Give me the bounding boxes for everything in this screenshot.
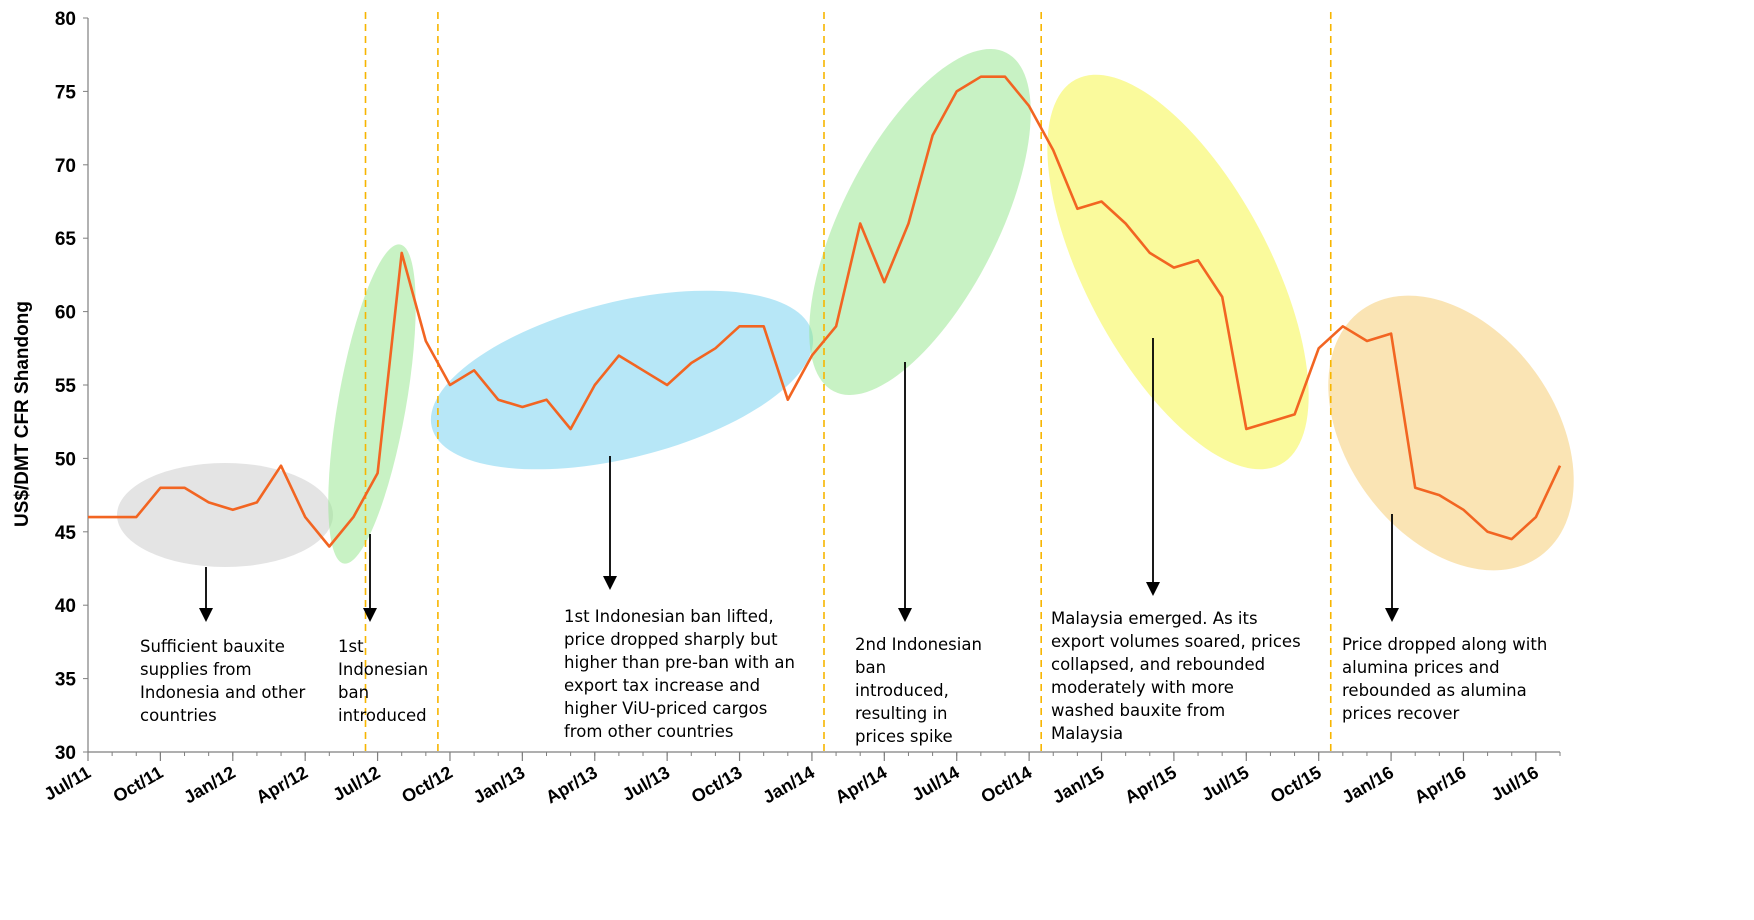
y-tick-label: 50 [55, 449, 76, 470]
annotations: Sufficient bauxite supplies from Indonesia… [140, 607, 1547, 746]
annotation-arrow-4 [898, 362, 912, 622]
x-tick-label: Jul/16 [1488, 762, 1542, 805]
period-dividers [364, 12, 1332, 752]
price-series-line [88, 75, 1562, 548]
x-tick-label: Jan/16 [1339, 762, 1398, 807]
y-tick-label: 65 [55, 229, 77, 250]
y-axis-label: US$/DMT CFR Shandong [12, 301, 33, 527]
y-axis-ticks: 30 35 40 45 50 55 60 65 70 75 80 [55, 9, 88, 764]
annotation-2: 1st Indonesian ban introduced [338, 637, 428, 725]
highlight-ellipses [117, 49, 1574, 571]
highlight-ellipse-5 [1047, 74, 1309, 470]
x-axis-ticks: Jul/11 Oct/11 Jan/12 Apr/12 Jul/12 Oct/12 Jan/… [41, 752, 1561, 807]
x-tick-label: Jan/15 [1049, 762, 1108, 807]
y-tick-label: 30 [55, 743, 76, 764]
annotation-arrow-3 [603, 456, 617, 590]
y-tick-label: 40 [55, 596, 76, 617]
x-tick-label: Oct/12 [398, 762, 456, 807]
annotation-3: 1st Indonesian ban lifted, price dropped … [564, 607, 795, 741]
x-tick-label: Jan/13 [470, 762, 529, 807]
y-tick-label: 35 [55, 670, 77, 691]
highlight-ellipse-2 [328, 244, 416, 564]
x-tick-label: Jan/14 [759, 762, 818, 807]
x-tick-label: Oct/14 [977, 762, 1035, 807]
annotation-arrow-2 [363, 534, 377, 622]
y-tick-label: 60 [55, 303, 76, 324]
x-tick-label: Jan/12 [180, 762, 239, 807]
annotation-arrow-6 [1385, 514, 1399, 622]
x-tick-label: Jul/13 [619, 762, 673, 805]
highlight-ellipse-4 [809, 49, 1031, 395]
annotation-5: Malaysia emerged. As its export volumes s… [1051, 609, 1301, 743]
x-tick-label: Apr/15 [1121, 762, 1180, 807]
x-tick-label: Oct/15 [1267, 762, 1325, 807]
x-tick-label: Jul/15 [1198, 762, 1252, 805]
x-tick-label: Oct/11 [110, 762, 167, 806]
x-tick-label: Jul/12 [329, 762, 383, 805]
annotation-arrow-5 [1146, 338, 1160, 596]
highlight-ellipse-3 [430, 290, 814, 470]
annotation-1: Sufficient bauxite supplies from Indonesia… [140, 637, 305, 725]
x-tick-label: Apr/13 [542, 762, 601, 807]
y-tick-label: 45 [55, 523, 77, 544]
annotation-4: 2nd Indonesian ban introduced, resulting in… [855, 635, 982, 746]
y-tick-label: 70 [55, 156, 76, 177]
y-tick-label: 55 [55, 376, 77, 397]
x-tick-label: Jul/11 [41, 762, 94, 804]
annotation-arrows [199, 338, 1399, 622]
x-tick-label: Apr/16 [1411, 762, 1470, 807]
y-tick-label: 75 [55, 82, 77, 103]
x-tick-label: Jul/14 [909, 762, 963, 805]
x-tick-label: Apr/14 [832, 762, 891, 807]
highlight-ellipse-6 [1328, 295, 1574, 571]
x-tick-label: Oct/13 [688, 762, 746, 807]
highlight-ellipse-1 [117, 463, 333, 567]
y-tick-label: 80 [55, 9, 76, 30]
annotation-arrow-1 [199, 567, 213, 622]
x-tick-label: Apr/12 [253, 762, 312, 807]
annotation-6: Price dropped along with alumina prices a… [1342, 635, 1547, 723]
